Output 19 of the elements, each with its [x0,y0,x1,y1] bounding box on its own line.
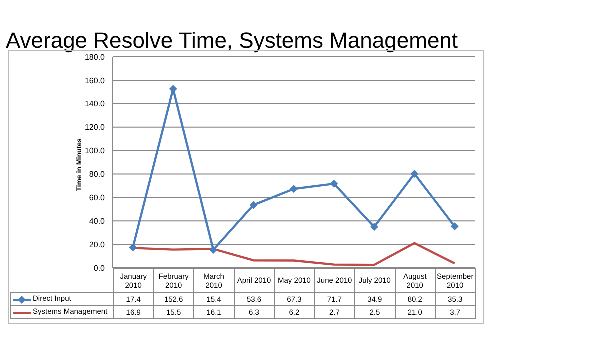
y-tick-label: 20.0 [89,240,106,250]
y-tick-label: 120.0 [84,123,106,132]
y-tick-label: 140.0 [84,100,106,109]
point [290,185,298,194]
y-tick-label: 80.0 [89,170,106,180]
point [410,170,419,178]
point [450,222,459,231]
chart-title: Average Resolve Time, Systems Management [6,28,458,54]
point [210,246,218,254]
y-tick-label: 60.0 [89,194,106,203]
point [250,201,258,210]
point [129,244,138,252]
y-tick-label: 0.0 [94,264,106,273]
y-tick-label: 40.0 [89,216,106,226]
point [370,223,378,232]
y-tick-label: 100.0 [84,146,106,156]
point [330,180,338,188]
y-tick-label: 180.0 [84,52,106,62]
y-tick-label: 160.0 [84,76,106,86]
